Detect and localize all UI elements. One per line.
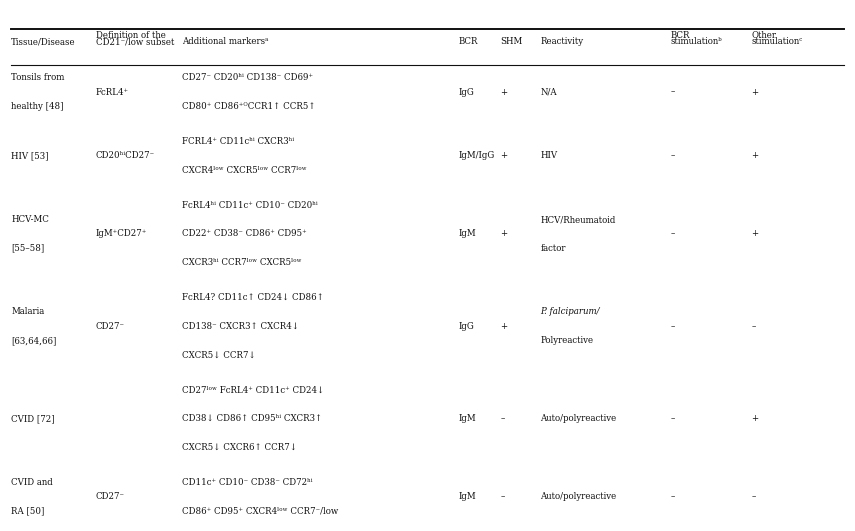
Text: CD21⁻/low subset: CD21⁻/low subset xyxy=(96,37,174,46)
Text: CD80⁺ CD86⁺ᴼCCR1↑ CCR5↑: CD80⁺ CD86⁺ᴼCCR1↑ CCR5↑ xyxy=(182,102,315,111)
Text: [55–58]: [55–58] xyxy=(11,244,44,253)
Text: P. falciparum/: P. falciparum/ xyxy=(540,307,600,316)
Text: CD38↓ CD86↑ CD95ʰⁱ CXCR3↑: CD38↓ CD86↑ CD95ʰⁱ CXCR3↑ xyxy=(182,414,322,423)
Text: –: – xyxy=(670,88,675,97)
Text: –: – xyxy=(670,414,675,423)
Text: +: + xyxy=(752,88,758,97)
Text: –: – xyxy=(670,151,675,160)
Text: +: + xyxy=(500,151,507,160)
Text: HCV-MC: HCV-MC xyxy=(11,215,49,224)
Text: Auto/polyreactive: Auto/polyreactive xyxy=(540,414,616,423)
Text: –: – xyxy=(500,492,504,501)
Text: Other: Other xyxy=(752,31,776,40)
Text: Malaria: Malaria xyxy=(11,307,44,316)
Text: –: – xyxy=(670,322,675,331)
Text: CD22⁺ CD38⁻ CD86⁺ CD95⁺: CD22⁺ CD38⁻ CD86⁺ CD95⁺ xyxy=(182,229,307,238)
Text: stimulationᵇ: stimulationᵇ xyxy=(670,37,722,46)
Text: CVID [72]: CVID [72] xyxy=(11,414,55,423)
Text: +: + xyxy=(752,151,758,160)
Text: IgM: IgM xyxy=(458,414,476,423)
Text: CD27⁻: CD27⁻ xyxy=(96,322,125,331)
Text: +: + xyxy=(500,322,507,331)
Text: CXCR4ˡᵒʷ CXCR5ˡᵒʷ CCR7ˡᵒʷ: CXCR4ˡᵒʷ CXCR5ˡᵒʷ CCR7ˡᵒʷ xyxy=(182,166,307,175)
Text: CXCR5↓ CXCR6↑ CCR7↓: CXCR5↓ CXCR6↑ CCR7↓ xyxy=(182,443,298,452)
Text: –: – xyxy=(670,492,675,501)
Text: +: + xyxy=(752,414,758,423)
Text: CD27⁻: CD27⁻ xyxy=(96,492,125,501)
Text: IgG: IgG xyxy=(458,322,474,331)
Text: Definition of the: Definition of the xyxy=(96,31,166,40)
Text: CD27ˡᵒʷ FcRL4⁺ CD11c⁺ CD24↓: CD27ˡᵒʷ FcRL4⁺ CD11c⁺ CD24↓ xyxy=(182,386,324,395)
Text: Tissue/Disease: Tissue/Disease xyxy=(11,37,76,46)
Text: Additional markersᵃ: Additional markersᵃ xyxy=(182,37,268,46)
Text: HCV/Rheumatoid: HCV/Rheumatoid xyxy=(540,215,616,224)
Text: IgM⁺CD27⁺: IgM⁺CD27⁺ xyxy=(96,229,147,238)
Text: Polyreactive: Polyreactive xyxy=(540,336,593,345)
Text: FcRL4⁺: FcRL4⁺ xyxy=(96,88,129,97)
Text: [63,64,66]: [63,64,66] xyxy=(11,336,56,345)
Text: CD11c⁺ CD10⁻ CD38⁻ CD72ʰⁱ: CD11c⁺ CD10⁻ CD38⁻ CD72ʰⁱ xyxy=(182,478,313,487)
Text: IgM/IgG: IgM/IgG xyxy=(458,151,494,160)
Text: IgM: IgM xyxy=(458,229,476,238)
Text: CD20ʰⁱCD27⁻: CD20ʰⁱCD27⁻ xyxy=(96,151,155,160)
Text: –: – xyxy=(752,492,756,501)
Text: N/A: N/A xyxy=(540,88,557,97)
Text: RA [50]: RA [50] xyxy=(11,507,44,516)
Text: CXCR3ʰⁱ CCR7ˡᵒʷ CXCR5ˡᵒʷ: CXCR3ʰⁱ CCR7ˡᵒʷ CXCR5ˡᵒʷ xyxy=(182,258,302,267)
Text: CVID and: CVID and xyxy=(11,478,53,487)
Text: healthy [48]: healthy [48] xyxy=(11,102,63,111)
Text: stimulationᶜ: stimulationᶜ xyxy=(752,37,803,46)
Text: CXCR5↓ CCR7↓: CXCR5↓ CCR7↓ xyxy=(182,350,256,359)
Text: –: – xyxy=(752,322,756,331)
Text: +: + xyxy=(500,88,507,97)
Text: BCR: BCR xyxy=(458,37,478,46)
Text: CD138⁻ CXCR3↑ CXCR4↓: CD138⁻ CXCR3↑ CXCR4↓ xyxy=(182,322,299,331)
Text: Reactivity: Reactivity xyxy=(540,37,583,46)
Text: –: – xyxy=(500,414,504,423)
Text: IgM: IgM xyxy=(458,492,476,501)
Text: Tonsils from: Tonsils from xyxy=(11,73,64,82)
Text: CD86⁺ CD95⁺ CXCR4ˡᵒʷ CCR7⁻/low: CD86⁺ CD95⁺ CXCR4ˡᵒʷ CCR7⁻/low xyxy=(182,507,339,516)
Text: IgG: IgG xyxy=(458,88,474,97)
Text: factor: factor xyxy=(540,244,566,253)
Text: Auto/polyreactive: Auto/polyreactive xyxy=(540,492,616,501)
Text: CD27⁻ CD20ʰⁱ CD138⁻ CD69⁺: CD27⁻ CD20ʰⁱ CD138⁻ CD69⁺ xyxy=(182,73,313,82)
Text: FcRL4ʰⁱ CD11c⁺ CD10⁻ CD20ʰⁱ: FcRL4ʰⁱ CD11c⁺ CD10⁻ CD20ʰⁱ xyxy=(182,201,318,210)
Text: –: – xyxy=(670,229,675,238)
Text: SHM: SHM xyxy=(500,37,522,46)
Text: HIV [53]: HIV [53] xyxy=(11,151,49,160)
Text: FCRL4⁺ CD11cʰⁱ CXCR3ʰⁱ: FCRL4⁺ CD11cʰⁱ CXCR3ʰⁱ xyxy=(182,137,294,146)
Text: +: + xyxy=(752,229,758,238)
Text: FcRL4? CD11c↑ CD24↓ CD86↑: FcRL4? CD11c↑ CD24↓ CD86↑ xyxy=(182,293,324,302)
Text: +: + xyxy=(500,229,507,238)
Text: BCR: BCR xyxy=(670,31,690,40)
Text: HIV: HIV xyxy=(540,151,557,160)
